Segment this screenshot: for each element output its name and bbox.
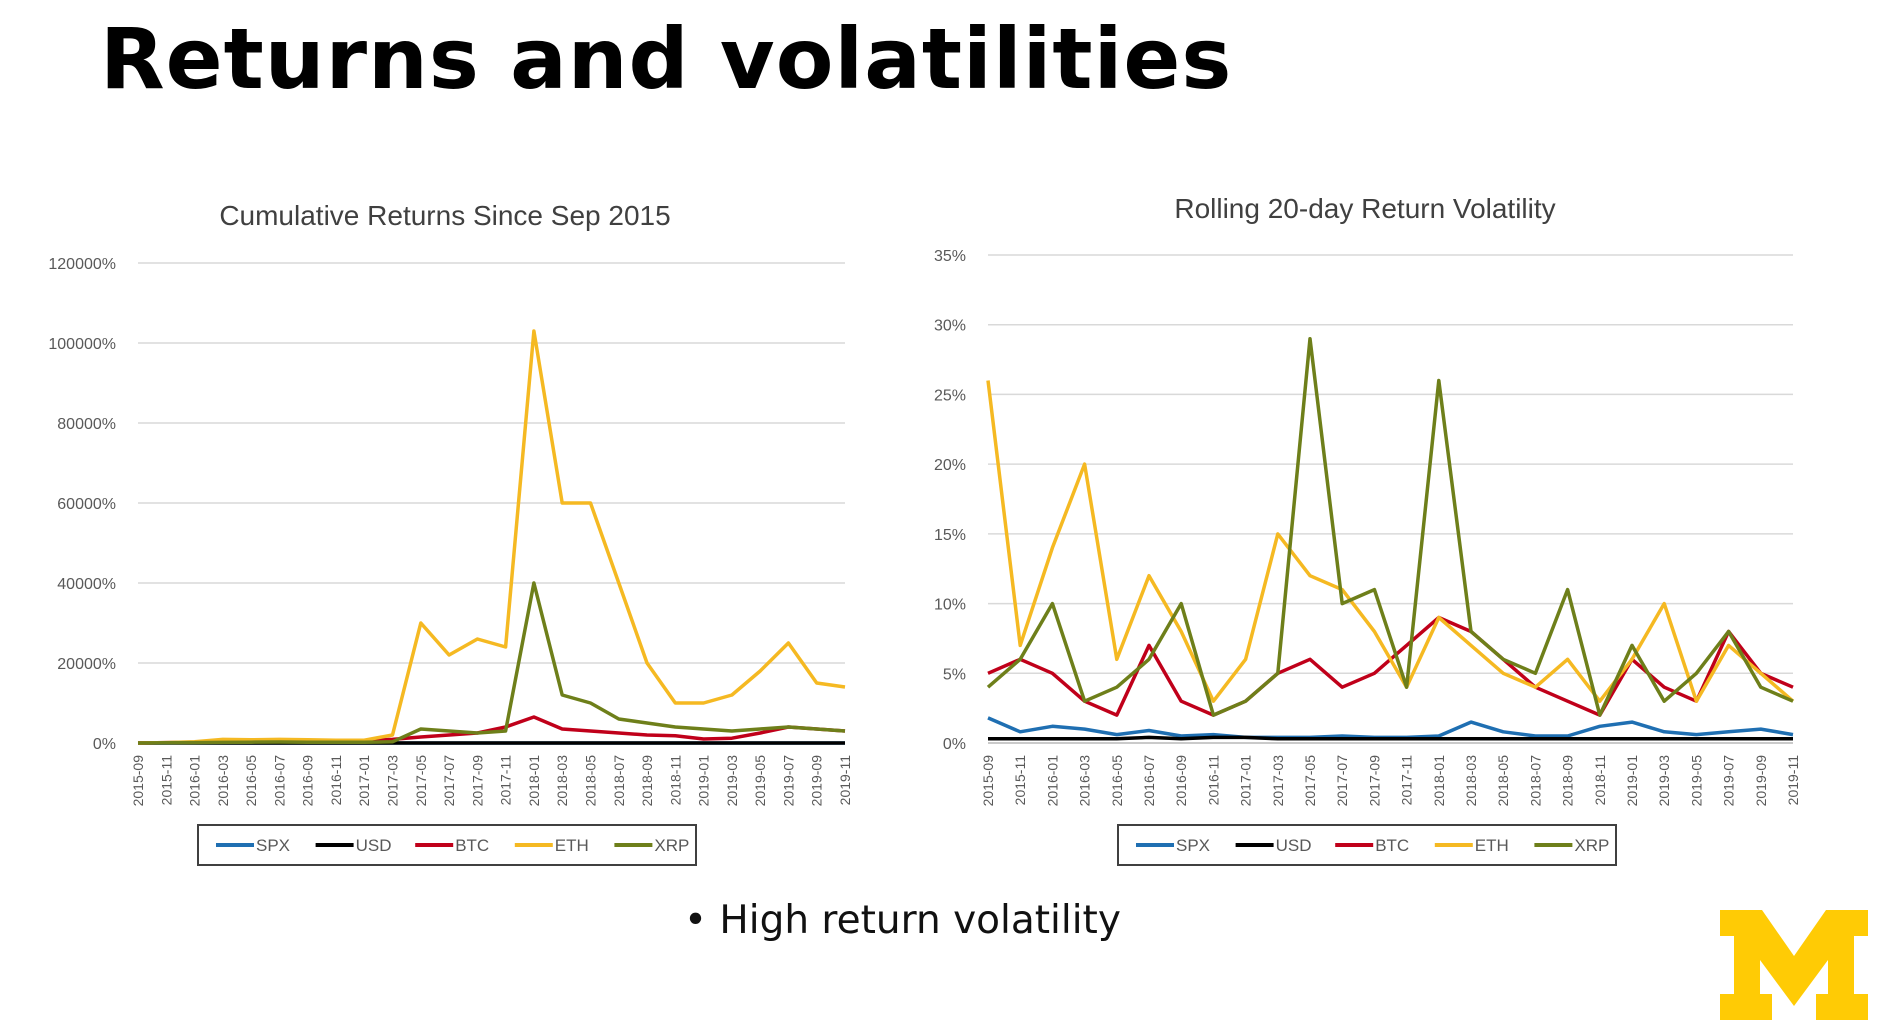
x-tick-label: 2016-11 — [1205, 755, 1221, 806]
slide-title: Returns and volatilities — [100, 10, 1233, 108]
x-tick-label: 2017-07 — [441, 755, 457, 807]
x-tick-label: 2018-11 — [667, 755, 683, 806]
legend-label-spx: SPX — [256, 836, 290, 855]
x-tick-label: 2016-07 — [271, 755, 287, 807]
y-tick-label: 35% — [934, 248, 966, 265]
legend-label-eth: ETH — [1475, 836, 1509, 855]
bullet-point: • High return volatility — [684, 898, 1121, 943]
x-tick-label: 2016-11 — [328, 755, 344, 806]
y-tick-label: 15% — [934, 527, 966, 544]
x-tick-label: 2018-11 — [1592, 755, 1608, 806]
x-tick-label: 2019-07 — [1721, 755, 1737, 807]
x-tick-label: 2017-05 — [413, 755, 429, 807]
x-tick-label: 2017-03 — [385, 755, 401, 807]
y-tick-label: 100000% — [48, 336, 116, 353]
legend-label-usd: USD — [356, 836, 392, 855]
x-tick-label: 2015-09 — [130, 755, 146, 807]
legend-label-xrp: XRP — [1574, 836, 1609, 855]
x-tick-label: 2019-05 — [752, 755, 768, 807]
x-tick-label: 2017-11 — [1399, 755, 1415, 806]
y-tick-label: 10% — [934, 597, 966, 614]
x-tick-label: 2019-09 — [809, 755, 825, 807]
x-tick-label: 2018-09 — [639, 755, 655, 807]
chart-title: Rolling 20-day Return Volatility — [1174, 193, 1555, 224]
y-tick-label: 20000% — [57, 656, 116, 673]
x-tick-label: 2017-09 — [469, 755, 485, 807]
series-line-spx — [987, 716, 1794, 740]
x-tick-label: 2016-03 — [215, 755, 231, 807]
series-line-eth — [986, 380, 1795, 703]
x-tick-label: 2018-03 — [1463, 755, 1479, 807]
x-tick-label: 2019-05 — [1688, 755, 1704, 807]
x-tick-label: 2017-07 — [1334, 755, 1350, 807]
y-tick-label: 30% — [934, 318, 966, 335]
legend-label-btc: BTC — [455, 836, 489, 855]
y-tick-label: 0% — [943, 736, 966, 753]
x-tick-label: 2018-05 — [1495, 755, 1511, 807]
x-tick-label: 2017-03 — [1270, 755, 1286, 807]
university-block-m-logo — [1720, 910, 1868, 1020]
block-m-logo-shape — [1720, 910, 1868, 1020]
series-line-xrp — [986, 336, 1794, 717]
x-tick-label: 2019-09 — [1753, 755, 1769, 807]
x-tick-label: 2016-09 — [300, 755, 316, 807]
x-tick-label: 2016-05 — [243, 755, 259, 807]
x-tick-label: 2019-03 — [1656, 755, 1672, 807]
x-tick-label: 2017-09 — [1366, 755, 1382, 807]
series-line-xrp — [137, 581, 846, 745]
x-tick-label: 2018-09 — [1560, 755, 1576, 807]
x-tick-label: 2016-01 — [187, 755, 203, 807]
legend-label-btc: BTC — [1375, 836, 1409, 855]
x-tick-label: 2017-01 — [356, 755, 372, 807]
volatility-chart-svg: Rolling 20-day Return Volatility 0% 5% 10% 1… — [934, 193, 1801, 866]
cumulative-returns-chart: Cumulative Returns Since Sep 2015 0% 20000… — [0, 180, 880, 880]
y-tick-label: 0% — [93, 736, 116, 753]
volatility-chart: Rolling 20-day Return Volatility 0% 5% 10% 1… — [900, 175, 1900, 875]
x-tick-label: 2017-05 — [1302, 755, 1318, 807]
legend-label-xrp: XRP — [654, 836, 689, 855]
x-tick-label: 2015-11 — [1012, 755, 1028, 806]
y-tick-label: 40000% — [57, 576, 116, 593]
x-tick-label: 2016-03 — [1077, 755, 1093, 807]
series-line-eth — [137, 329, 846, 745]
y-tick-label: 20% — [934, 457, 966, 474]
x-tick-label: 2018-01 — [526, 755, 542, 807]
x-tick-label: 2019-03 — [724, 755, 740, 807]
x-tick-label: 2018-01 — [1431, 755, 1447, 807]
x-tick-label: 2018-07 — [1527, 755, 1543, 807]
y-tick-label: 60000% — [57, 496, 116, 513]
x-tick-label: 2019-01 — [1624, 755, 1640, 807]
x-tick-label: 2015-11 — [158, 755, 174, 806]
x-tick-label: 2017-01 — [1238, 755, 1254, 807]
y-tick-label: 120000% — [48, 256, 116, 273]
x-tick-label: 2018-03 — [554, 755, 570, 807]
x-tick-label: 2019-07 — [780, 755, 796, 807]
x-tick-label: 2015-09 — [980, 755, 996, 807]
y-tick-label: 80000% — [57, 416, 116, 433]
cumulative-returns-chart-svg: Cumulative Returns Since Sep 2015 0% 20000… — [48, 200, 853, 866]
legend-label-usd: USD — [1276, 836, 1312, 855]
x-tick-label: 2016-09 — [1173, 755, 1189, 807]
x-tick-label: 2017-11 — [498, 755, 514, 806]
series-line-usd — [988, 735, 1793, 741]
x-tick-label: 2018-07 — [611, 755, 627, 807]
y-tick-label: 5% — [943, 666, 966, 683]
x-tick-label: 2019-11 — [1785, 755, 1801, 806]
y-tick-label: 25% — [934, 387, 966, 404]
chart-title: Cumulative Returns Since Sep 2015 — [219, 200, 670, 231]
x-tick-label: 2016-05 — [1109, 755, 1125, 807]
legend-label-spx: SPX — [1176, 836, 1210, 855]
legend-label-eth: ETH — [555, 836, 589, 855]
x-tick-label: 2019-11 — [837, 755, 853, 806]
x-tick-label: 2019-01 — [696, 755, 712, 807]
x-tick-label: 2018-05 — [582, 755, 598, 807]
x-tick-label: 2016-07 — [1141, 755, 1157, 807]
x-tick-label: 2016-01 — [1044, 755, 1060, 807]
